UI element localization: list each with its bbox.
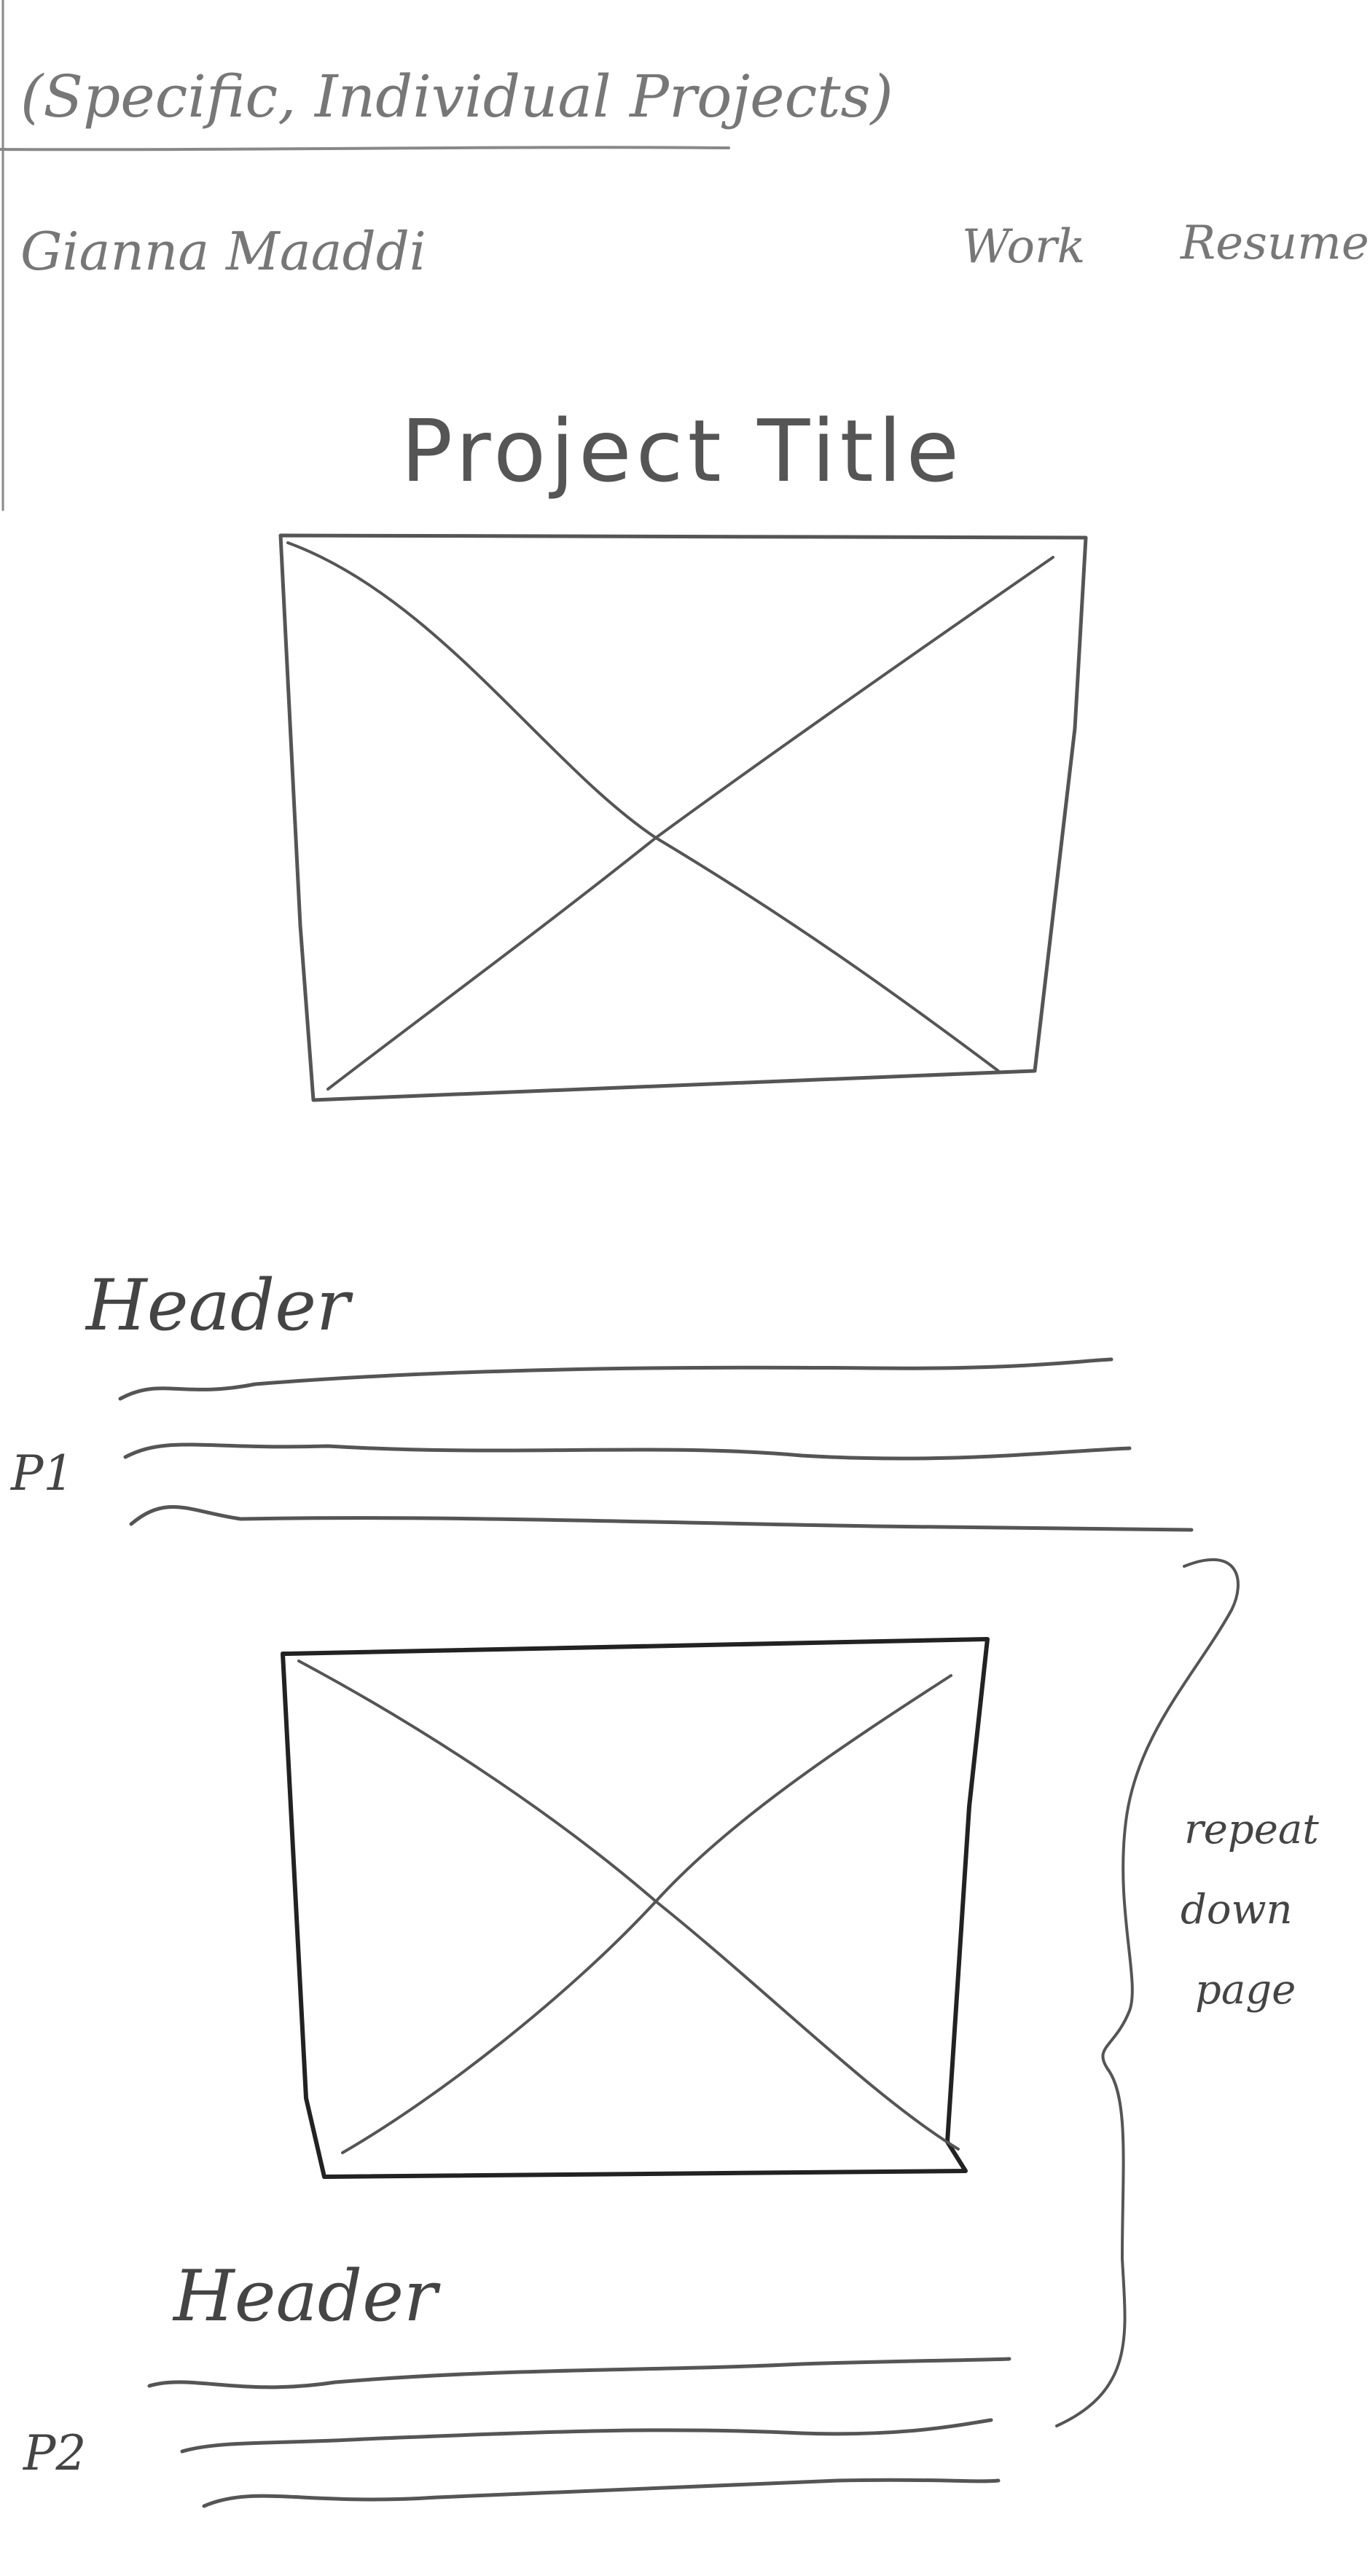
hero-image-placeholder	[278, 533, 1088, 1102]
header-divider	[0, 146, 730, 152]
site-owner-name[interactable]: Gianna Maaddi	[20, 221, 426, 282]
repeat-annotation: repeat down page	[1181, 1806, 1319, 2014]
hero-image-cross-2	[326, 556, 1054, 1091]
project-title: Project Title	[401, 401, 963, 501]
section-2-paragraph	[147, 2357, 1011, 2508]
hero-image-cross-1	[286, 541, 1000, 1072]
section-2-header: Header	[172, 2255, 441, 2337]
svg-text:page: page	[1195, 1966, 1296, 2014]
section-image-cross-2	[341, 1674, 952, 2154]
repeat-brace	[1055, 1558, 1240, 2427]
section-image-placeholder	[281, 1637, 990, 2179]
page-label: (Specific, Individual Projects)	[20, 63, 893, 130]
svg-text:down: down	[1181, 1886, 1293, 1933]
section-2-paragraph-label: P2	[23, 2425, 86, 2481]
nav-link-work[interactable]: Work	[962, 220, 1085, 274]
section-1-paragraph	[118, 1357, 1194, 1532]
nav-link-resume[interactable]: Resume	[1180, 216, 1369, 270]
section-1-paragraph-label: P1	[10, 1445, 74, 1501]
svg-text:repeat: repeat	[1184, 1806, 1319, 1853]
section-1-header: Header	[85, 1265, 353, 1346]
